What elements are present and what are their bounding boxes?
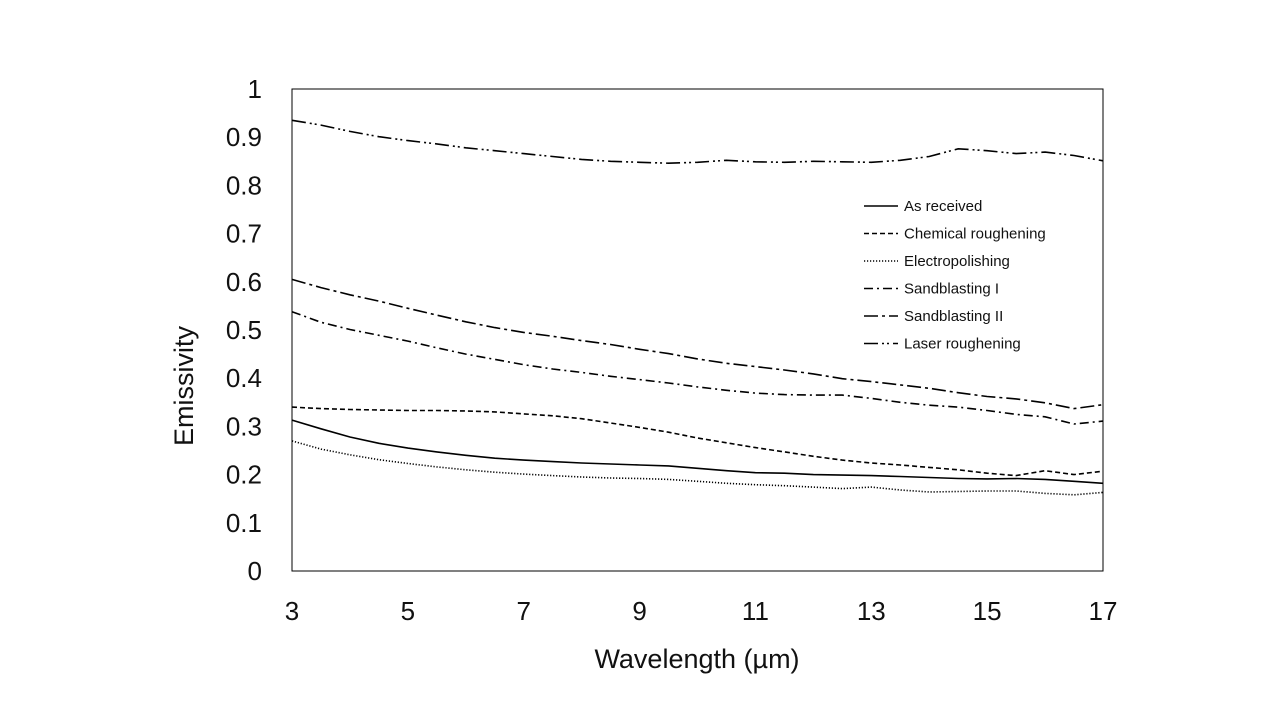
y-tick-label: 0.8	[226, 170, 262, 200]
legend-label-sandblasting-i: Sandblasting I	[904, 281, 999, 298]
x-tick-label: 15	[973, 596, 1002, 626]
y-tick-label: 0.3	[226, 411, 262, 441]
y-axis-tick-labels: 0 0.1 0.2 0.3 0.4 0.5 0.6 0.7 0.8 0.9 1	[226, 74, 262, 586]
x-tick-label: 17	[1089, 596, 1118, 626]
legend-label-chemical-roughening: Chemical roughening	[904, 226, 1046, 243]
series-line-as-received	[291, 419, 1104, 485]
x-tick-label: 3	[285, 596, 299, 626]
series-lines	[291, 119, 1104, 496]
y-tick-label: 0.6	[226, 267, 262, 297]
x-tick-label: 13	[857, 596, 886, 626]
series-line-chemical-roughening	[291, 406, 1104, 477]
legend-label-sandblasting-ii: Sandblasting II	[904, 308, 1003, 325]
y-tick-label: 1	[248, 74, 262, 104]
y-axis-title: Emissivity	[169, 326, 199, 446]
x-axis-tick-labels: 3 5 7 9 11 13 15 17	[285, 596, 1118, 626]
x-tick-label: 7	[516, 596, 530, 626]
y-tick-label: 0	[248, 556, 262, 586]
x-tick-label: 11	[742, 596, 769, 626]
y-tick-label: 0.7	[226, 219, 262, 249]
legend: As received Chemical roughening Electropol…	[864, 198, 1046, 353]
plot-frame	[291, 88, 1104, 572]
x-tick-label: 9	[632, 596, 646, 626]
y-tick-label: 0.4	[226, 363, 262, 393]
x-tick-label: 5	[401, 596, 415, 626]
series-line-sandblasting-ii	[291, 278, 1104, 410]
legend-label-as-received: As received	[904, 198, 982, 215]
legend-label-electropolishing: Electropolishing	[904, 253, 1010, 270]
y-tick-label: 0.1	[226, 508, 262, 538]
y-tick-label: 0.9	[226, 122, 262, 152]
series-line-laser-roughening	[291, 119, 1104, 165]
y-tick-label: 0.2	[226, 460, 262, 490]
x-axis-title: Wavelength (µm)	[594, 644, 799, 674]
legend-label-laser-roughening: Laser roughening	[904, 336, 1021, 353]
y-tick-label: 0.5	[226, 315, 262, 345]
series-line-electropolishing	[291, 440, 1104, 496]
series-line-sandblasting-i	[291, 310, 1104, 425]
